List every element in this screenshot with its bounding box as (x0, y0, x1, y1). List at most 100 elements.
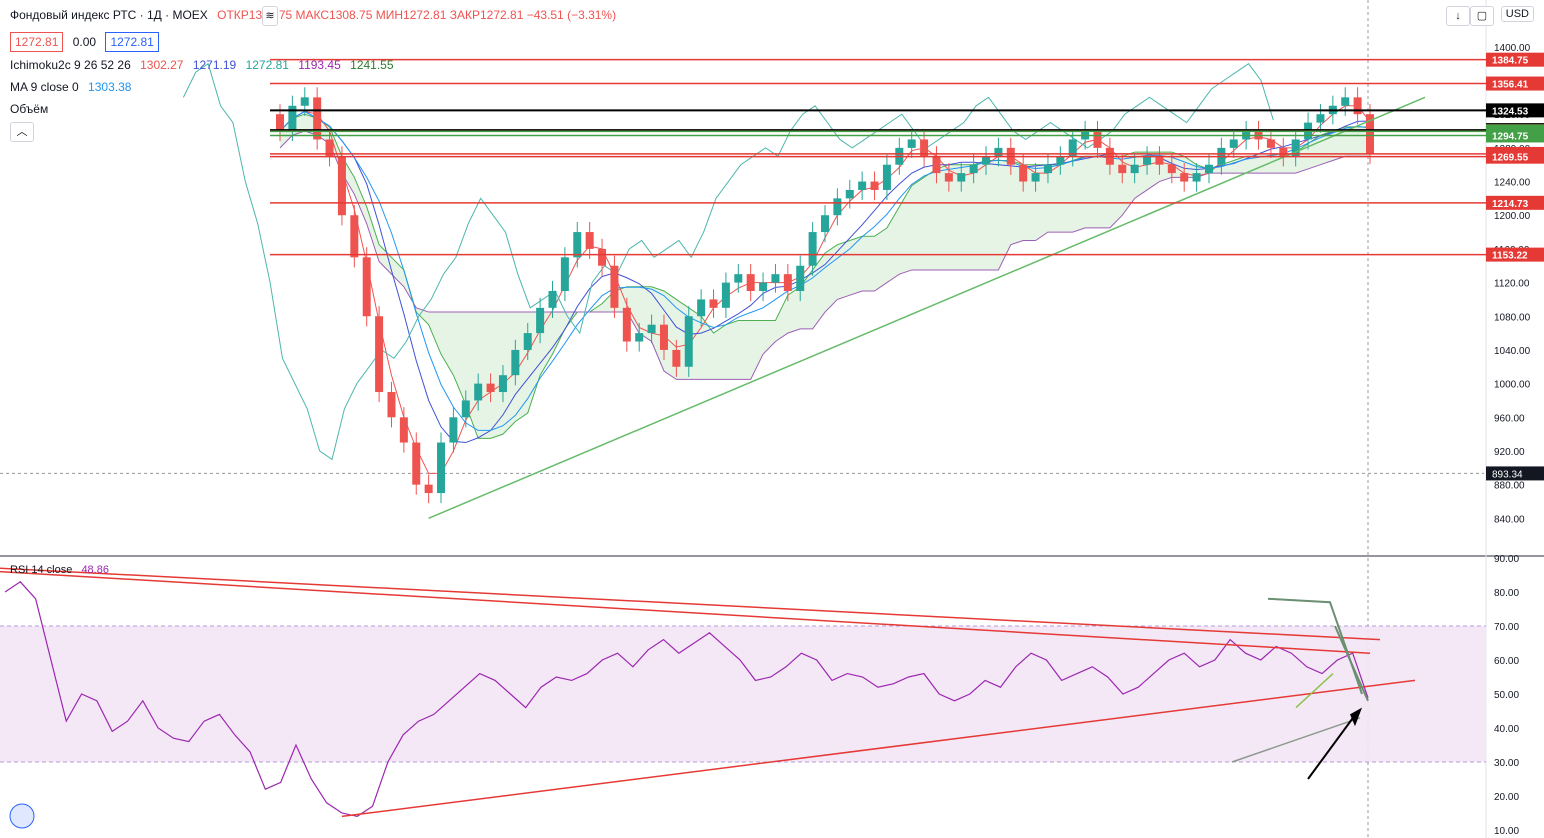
candle-body (1316, 114, 1325, 123)
price-level-tag (1486, 103, 1544, 118)
candle-body (1056, 156, 1065, 165)
candle-body (647, 324, 656, 334)
candle-body (746, 274, 755, 291)
candle-body (1229, 139, 1238, 148)
spread-value: 0.00 (72, 35, 97, 49)
chikou-line (182, 62, 1274, 461)
rsi-tick-label: 40.00 (1494, 724, 1519, 735)
download-icon[interactable]: ↓ (1446, 6, 1470, 26)
ichimoku-cloud (280, 114, 1370, 439)
candle-body (1118, 164, 1127, 174)
candle-body (1204, 164, 1213, 174)
candle-body (858, 181, 867, 190)
candle-body (1279, 147, 1288, 157)
candle-body (536, 307, 545, 334)
candle-body (957, 173, 966, 182)
rsi-trend-line-lower (341, 679, 1416, 818)
price-tick-label: 1240.00 (1494, 178, 1531, 189)
price-left-pill[interactable]: 1272.81 (10, 32, 64, 52)
tradingview-logo (9, 803, 35, 829)
candle-body (709, 299, 718, 308)
candle-body (300, 97, 309, 106)
candle-body (982, 156, 991, 165)
candle-body (672, 349, 681, 367)
indicator-settings-icon[interactable]: ≋ (262, 6, 278, 26)
rsi-drawing-green (1334, 625, 1369, 702)
senkou-span-a (279, 113, 1370, 439)
price-level-label: 1324.53 (1492, 106, 1529, 117)
candle-body (721, 282, 730, 308)
candle-body (560, 257, 569, 291)
candle-body (598, 248, 607, 266)
candle-body (548, 291, 557, 308)
ohlc-readout: ОТКР1308.75 МАКС1308.75 МИН1272.81 ЗАКР1… (217, 8, 617, 22)
rsi-band (0, 626, 1486, 762)
candle-body (659, 324, 668, 350)
candle-body (1155, 156, 1164, 165)
candle-body (1031, 173, 1040, 182)
candle-body (944, 173, 953, 182)
candle-body (796, 265, 805, 291)
candle-body (622, 307, 631, 342)
candle-body (1143, 156, 1152, 165)
candle-body (907, 139, 916, 148)
rsi-drawing-green (1231, 717, 1361, 763)
candle-body (1353, 97, 1362, 115)
crosshair-price-label: 893.34 (1492, 469, 1523, 480)
rsi-label[interactable]: RSI 14 close (10, 564, 73, 576)
candle-body (437, 442, 446, 494)
ma-line (279, 110, 1371, 431)
volume-label[interactable]: Объём (10, 102, 49, 116)
price-tick-label: 1000.00 (1494, 380, 1531, 391)
candle-body (375, 316, 384, 393)
price-level-label: 1356.41 (1492, 80, 1529, 91)
currency-badge[interactable]: USD (1500, 6, 1534, 22)
candle-body (1167, 164, 1176, 174)
ichimoku-value-5: 1241.55 (350, 58, 394, 72)
rsi-tick-label: 20.00 (1494, 792, 1519, 803)
kijun-line (279, 110, 1371, 444)
price-pills: 1272.81 0.00 1272.81 (10, 32, 165, 52)
fullscreen-icon[interactable]: ▢ (1470, 6, 1494, 26)
price-tick-label: 1080.00 (1494, 312, 1531, 323)
ichimoku-value-2: 1271.19 (192, 58, 237, 72)
candle-body (362, 257, 371, 317)
candle-body (821, 215, 829, 233)
candle-body (1341, 97, 1350, 106)
symbol-title[interactable]: Фондовый индекс РТС · 1Д · MOEX (10, 8, 208, 22)
price-level-tag (1486, 52, 1544, 67)
collapse-legend-icon[interactable]: ︿ (10, 122, 34, 142)
candle-body (684, 316, 693, 367)
candle-body (920, 139, 929, 157)
rsi-trend-line-upper-2 (0, 570, 1371, 654)
price-level-label: 1153.22 (1492, 251, 1528, 262)
rsi-tick-label: 10.00 (1494, 826, 1519, 837)
rsi-legend: RSI 14 close 48.86 (10, 564, 115, 576)
price-level-tag (1486, 195, 1544, 210)
candle-body (994, 147, 1003, 157)
price-level-tag (1486, 247, 1544, 262)
ichimoku-value-1: 1302.27 (140, 58, 184, 72)
candle-body (610, 265, 619, 308)
ichimoku-value-4: 1193.45 (298, 58, 341, 72)
candle-body (337, 156, 346, 216)
candle-body (276, 114, 284, 132)
ichimoku-value-3: 1272.81 (245, 58, 289, 72)
rsi-tick-label: 30.00 (1494, 758, 1519, 769)
candle-body (350, 215, 359, 258)
arrow-shaft (1307, 710, 1359, 780)
candle-body (387, 392, 396, 418)
rsi-tick-label: 90.00 (1494, 554, 1519, 565)
price-tick-label: 1200.00 (1494, 211, 1531, 222)
price-right-pill[interactable]: 1272.81 (105, 32, 159, 52)
ichimoku-label[interactable]: Ichimoku2c 9 26 52 26 (10, 58, 131, 72)
ma-label[interactable]: MA 9 close 0 (10, 80, 79, 94)
rsi-line (4, 581, 1369, 818)
rsi-trend-line-upper (0, 567, 1381, 641)
candle-body (449, 417, 458, 443)
candle-body (783, 274, 792, 291)
rsi-drawing-green (1295, 673, 1334, 709)
senkou-span-b (279, 130, 1370, 380)
candle-body (635, 333, 644, 342)
